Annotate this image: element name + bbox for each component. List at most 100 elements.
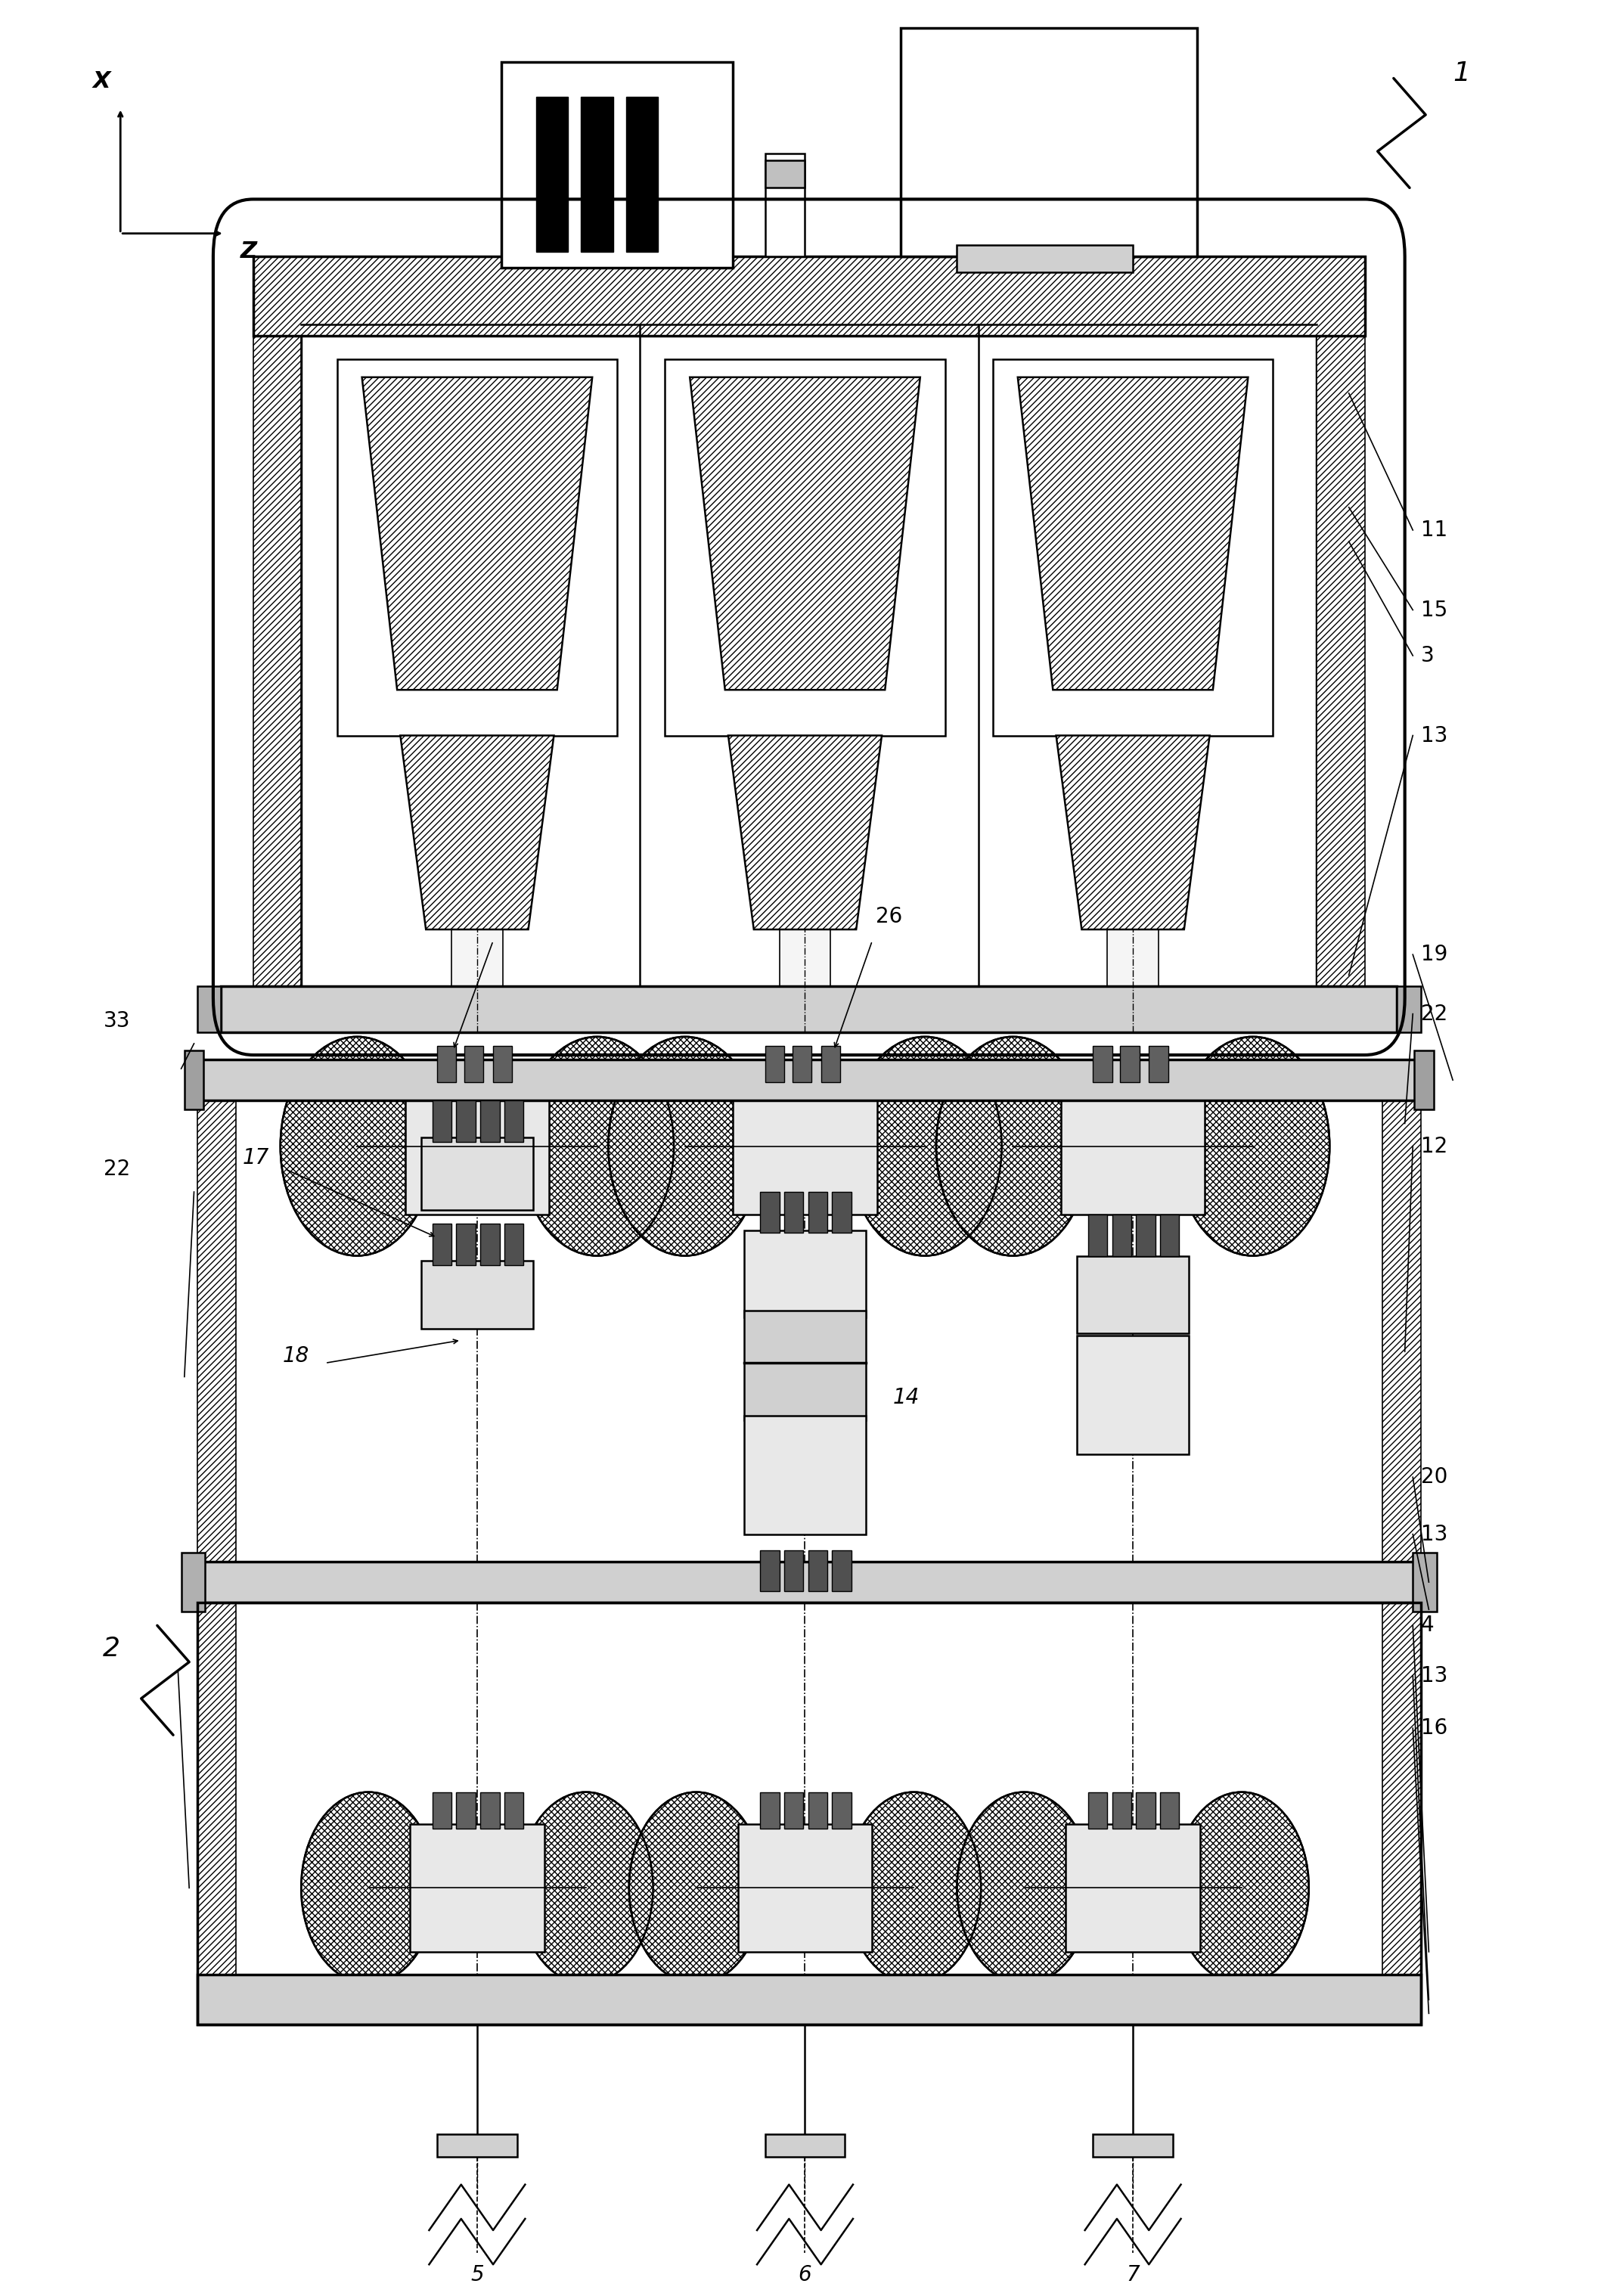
Bar [1113,1793,1132,1828]
Bar [1108,930,1159,1033]
Text: 14: 14 [894,1387,919,1407]
Bar [744,1311,866,1421]
Bar [433,1224,451,1265]
Bar [808,1550,828,1591]
Circle shape [956,1793,1092,1984]
Text: 13: 13 [1420,1665,1447,1685]
Text: 33: 33 [103,1010,130,1031]
Bar [504,1100,523,1141]
Circle shape [935,1038,1090,1256]
Bar [808,1192,828,1233]
Bar [821,1047,840,1081]
Bar [480,1224,499,1265]
Bar [1066,1823,1199,1952]
Bar [765,161,805,188]
Bar [1383,1603,1420,1975]
Bar [832,1550,852,1591]
Bar [196,1975,1420,2025]
Bar [221,987,1397,1033]
Text: 1: 1 [1452,62,1470,87]
Bar [733,1077,877,1215]
Text: 16: 16 [1420,1717,1447,1738]
Bar [1093,2135,1172,2158]
Bar [411,1823,544,1952]
Bar [1121,1047,1140,1081]
Bar [1161,1215,1179,1256]
Text: 17: 17 [243,1148,269,1169]
Circle shape [1174,1793,1309,1984]
Polygon shape [401,735,554,930]
Text: 22: 22 [103,1159,130,1180]
Bar [438,2135,517,2158]
Polygon shape [689,377,921,689]
Circle shape [609,1038,762,1256]
Bar [765,154,805,257]
Circle shape [848,1038,1001,1256]
Bar [433,1793,451,1828]
Bar [1061,1077,1204,1215]
Bar [504,1224,523,1265]
Bar [464,1047,483,1081]
Bar [1137,1215,1156,1256]
Text: 19: 19 [1420,944,1447,964]
Bar [1088,1793,1108,1828]
Bar [779,930,831,1033]
Bar [422,1261,533,1329]
Bar [760,1550,779,1591]
Bar [493,1047,512,1081]
Bar [456,1793,475,1828]
Bar [196,987,221,1033]
Bar [626,96,658,253]
Polygon shape [362,377,592,689]
Bar [993,358,1274,735]
Circle shape [301,1793,436,1984]
Bar [765,2135,845,2158]
Circle shape [518,1793,654,1984]
Polygon shape [1018,377,1248,689]
Bar [451,930,502,1033]
Bar [1137,1793,1156,1828]
Bar [1397,987,1420,1033]
Bar [185,1049,203,1109]
Text: 3: 3 [1420,645,1435,666]
Text: 2: 2 [103,1635,121,1660]
Bar [792,1047,811,1081]
Bar [744,1231,866,1318]
Bar [808,1793,828,1828]
Text: 6: 6 [799,2264,811,2285]
Text: 11: 11 [1420,519,1447,540]
Bar [501,62,733,269]
Bar [1414,1552,1436,1612]
Text: 15: 15 [1420,599,1447,620]
Text: 7: 7 [1127,2264,1140,2285]
Text: 12: 12 [1420,1137,1447,1157]
Bar [196,1561,1420,1603]
Bar [1093,1047,1113,1081]
Bar [784,1192,803,1233]
Bar [765,1047,784,1081]
Bar [1088,1215,1108,1256]
Bar [336,358,617,735]
Text: 9: 9 [861,691,874,712]
Bar [902,28,1196,257]
Polygon shape [728,735,882,930]
Bar [1150,1047,1169,1081]
Bar [480,1793,499,1828]
Circle shape [847,1793,980,1984]
Bar [744,1417,866,1534]
Text: Z: Z [240,241,258,262]
Bar [1383,1100,1420,1603]
Bar [456,1100,475,1141]
Text: 26: 26 [496,907,523,928]
Bar [196,1603,235,1975]
Bar [196,1058,1420,1100]
Circle shape [520,1038,675,1256]
Bar [1077,1336,1188,1453]
Bar [832,1192,852,1233]
Bar [832,1793,852,1828]
Circle shape [630,1793,763,1984]
Bar [760,1192,779,1233]
Bar [1317,257,1365,999]
Bar [196,1100,235,1603]
Text: 22: 22 [1420,1003,1447,1024]
